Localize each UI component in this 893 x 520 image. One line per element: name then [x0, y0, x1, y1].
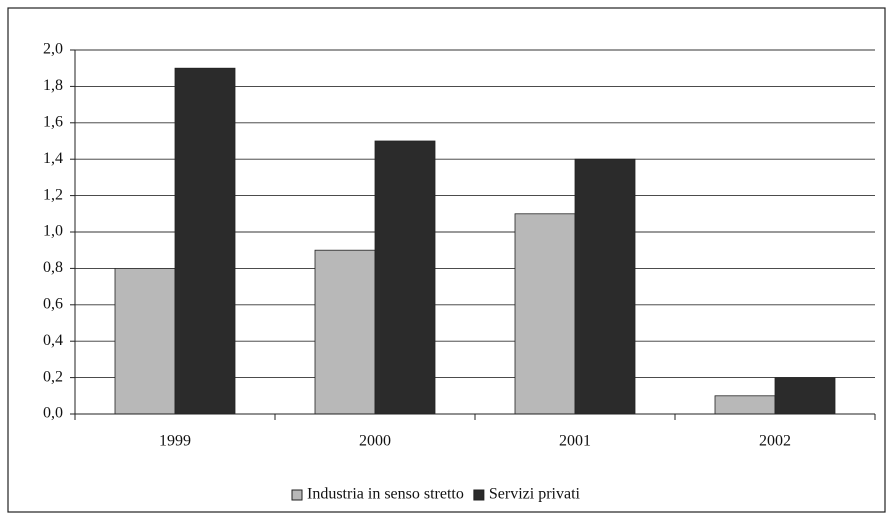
bar: [774, 377, 836, 415]
bar: [574, 158, 636, 415]
bar: [374, 140, 436, 415]
y-tick-label: 1,6: [43, 113, 63, 130]
legend-swatch: [291, 489, 303, 501]
y-tick-label: 2,0: [43, 41, 63, 58]
bar: [314, 249, 376, 415]
legend-label: Industria in senso stretto: [307, 486, 464, 503]
bar: [514, 213, 576, 415]
y-tick-label: 0,2: [43, 368, 63, 385]
y-tick-label: 0,8: [43, 259, 63, 276]
x-tick-label: 2000: [359, 433, 391, 450]
bar: [174, 67, 236, 415]
y-tick-label: 0,6: [43, 295, 63, 312]
y-tick-label: 1,4: [43, 150, 63, 167]
bar: [114, 267, 176, 415]
y-tick-label: 0,4: [43, 332, 63, 349]
y-tick-label: 0,0: [43, 405, 63, 422]
x-tick-label: 1999: [159, 433, 191, 450]
y-tick-label: 1,2: [43, 186, 63, 203]
x-tick-label: 2001: [559, 433, 591, 450]
legend-swatch: [473, 489, 485, 501]
chart-border: [7, 7, 886, 513]
y-tick-label: 1,0: [43, 223, 63, 240]
bar: [714, 395, 776, 415]
legend-label: Servizi privati: [489, 486, 581, 503]
x-tick-label: 2002: [759, 433, 791, 450]
y-tick-label: 1,8: [43, 77, 63, 94]
